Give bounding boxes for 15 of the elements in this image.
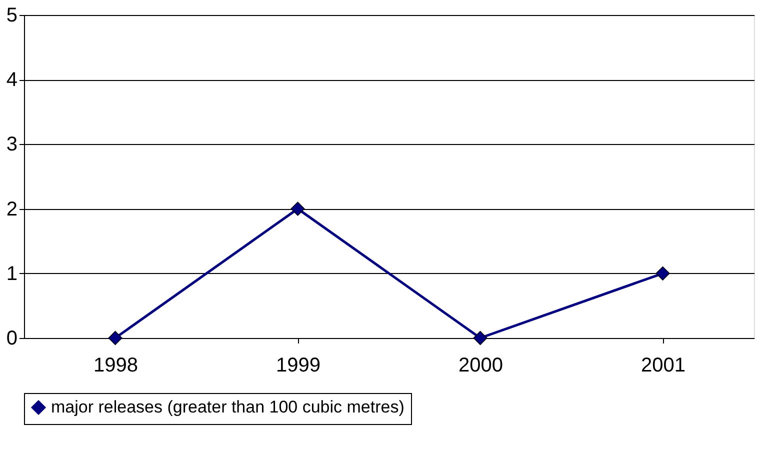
x-tick-label: 2001 — [641, 354, 686, 376]
x-tick-label: 2000 — [458, 354, 503, 376]
y-tick-label: 1 — [6, 262, 18, 285]
y-tick-label: 2 — [6, 198, 18, 220]
point — [290, 202, 305, 216]
x-tick-label: 1999 — [276, 354, 320, 376]
point — [108, 330, 122, 346]
x-tick-label: 1998 — [94, 354, 138, 376]
y-tick-label: 5 — [6, 4, 18, 26]
point — [656, 266, 670, 280]
legend-label: major releases (greater than 100 cubic metres) — [51, 398, 404, 416]
y-tick-label: 3 — [6, 134, 18, 156]
y-tick-label: 0 — [6, 328, 18, 350]
point — [473, 330, 488, 346]
y-tick-label: 4 — [6, 69, 18, 92]
